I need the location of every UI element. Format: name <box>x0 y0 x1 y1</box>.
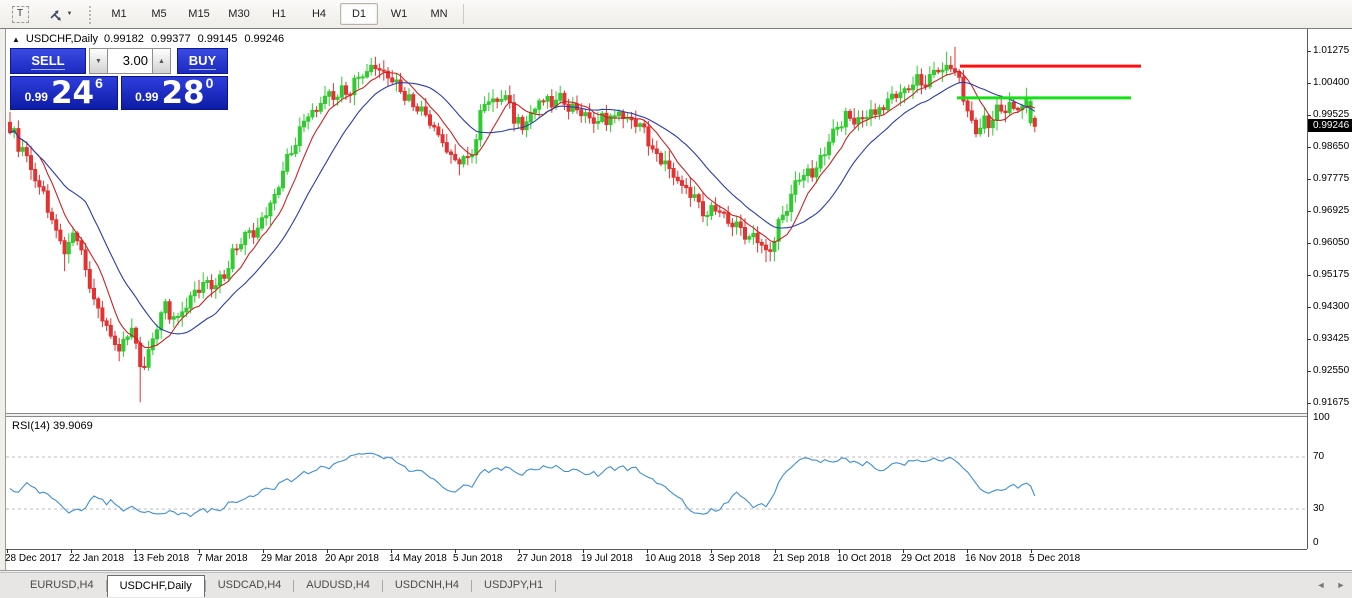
mt4-window: T ▼ M1M5M15M30H1H4D1W1MN ▲ USDCHF,Daily … <box>0 0 1352 598</box>
date-label: 10 Oct 2018 <box>837 553 891 564</box>
date-label: 27 Jun 2018 <box>517 553 572 564</box>
price-axis-label: 1.01275 <box>1313 45 1349 56</box>
tab-audusd[interactable]: AUDUSD,H4 <box>294 576 382 595</box>
date-label: 10 Aug 2018 <box>645 553 701 564</box>
rsi-canvas[interactable] <box>6 417 1307 549</box>
price-axis-label: 0.93425 <box>1313 333 1349 344</box>
timeframe-button-mn[interactable]: MN <box>420 3 458 25</box>
tab-scroll-left-button[interactable]: ◄ <box>1314 580 1328 590</box>
rsi-level-label: 100 <box>1313 412 1330 423</box>
price-tick <box>1307 83 1311 84</box>
timeframe-button-m5[interactable]: M5 <box>140 3 178 25</box>
tab-usdchf[interactable]: USDCHF,Daily <box>107 575 205 597</box>
price-tick <box>1307 243 1311 244</box>
chart-tab-bar: EURUSD,H4USDCHF,DailyUSDCAD,H4AUDUSD,H4U… <box>0 572 1352 598</box>
price-axis-label: 1.00400 <box>1313 77 1349 88</box>
price-tick <box>1307 147 1311 148</box>
price-tick <box>1307 275 1311 276</box>
tab-usdjpy[interactable]: USDJPY,H1 <box>472 576 555 595</box>
date-label: 3 Sep 2018 <box>709 553 760 564</box>
current-price-label: 0.99246 <box>1308 119 1352 132</box>
rsi-level-label: 30 <box>1313 503 1324 514</box>
price-axis-label: 0.94300 <box>1313 301 1349 312</box>
date-label: 20 Apr 2018 <box>325 553 379 564</box>
date-label: 7 Mar 2018 <box>197 553 248 564</box>
rsi-level-label: 0 <box>1313 537 1319 548</box>
timeframe-button-d1[interactable]: D1 <box>340 3 378 25</box>
date-label: 28 Dec 2017 <box>5 553 62 564</box>
chart-tabs: EURUSD,H4USDCHF,DailyUSDCAD,H4AUDUSD,H4U… <box>18 573 556 597</box>
text-tool-icon: T <box>12 6 29 23</box>
bear-candles <box>9 47 1037 403</box>
tab-usdcnh[interactable]: USDCNH,H4 <box>383 576 471 595</box>
price-axis-label: 0.91675 <box>1313 397 1349 408</box>
text-tool-button[interactable]: T <box>1 3 39 25</box>
rsi-line <box>10 453 1035 516</box>
tab-scroll-right-button[interactable]: ► <box>1334 580 1348 590</box>
toolbar: T ▼ M1M5M15M30H1H4D1W1MN <box>0 0 1352 29</box>
tab-divider <box>555 580 556 592</box>
chevron-down-icon: ▼ <box>67 11 73 17</box>
timeframe-button-h1[interactable]: H1 <box>260 3 298 25</box>
price-axis-label: 0.97775 <box>1313 173 1349 184</box>
price-axis-label: 0.92550 <box>1313 365 1349 376</box>
price-axis-label: 0.96925 <box>1313 205 1349 216</box>
price-tick <box>1307 371 1311 372</box>
date-label: 13 Feb 2018 <box>133 553 189 564</box>
date-label: 29 Mar 2018 <box>261 553 317 564</box>
price-tick <box>1307 51 1311 52</box>
date-label: 14 May 2018 <box>389 553 447 564</box>
date-label: 29 Oct 2018 <box>901 553 955 564</box>
date-label: 22 Jan 2018 <box>69 553 124 564</box>
price-axis-border <box>1307 29 1308 549</box>
date-label: 16 Nov 2018 <box>965 553 1022 564</box>
toolbar-separator <box>463 4 464 24</box>
price-tick <box>1307 115 1311 116</box>
date-label: 21 Sep 2018 <box>773 553 830 564</box>
price-tick <box>1307 179 1311 180</box>
timeframe-button-m15[interactable]: M15 <box>180 3 218 25</box>
date-label: 5 Dec 2018 <box>1029 553 1080 564</box>
date-label: 5 Jun 2018 <box>453 553 503 564</box>
panel-splitter-line <box>6 413 1307 414</box>
timeframe-button-h4[interactable]: H4 <box>300 3 338 25</box>
rsi-level-label: 70 <box>1313 451 1324 462</box>
timeframe-group: M1M5M15M30H1H4D1W1MN <box>99 3 459 25</box>
price-tick <box>1307 339 1311 340</box>
arrows-icon <box>48 7 63 22</box>
arrows-tool-button[interactable]: ▼ <box>41 3 79 25</box>
date-label: 19 Jul 2018 <box>581 553 633 564</box>
price-tick <box>1307 307 1311 308</box>
price-tick <box>1307 403 1311 404</box>
tab-eurusd[interactable]: EURUSD,H4 <box>18 576 106 595</box>
timeframe-button-w1[interactable]: W1 <box>380 3 418 25</box>
time-axis-border <box>6 549 1307 550</box>
timeframe-button-m30[interactable]: M30 <box>220 3 258 25</box>
timeframe-button-m1[interactable]: M1 <box>100 3 138 25</box>
window-bottom-border <box>0 570 1352 571</box>
rsi-indicator-label: RSI(14) 39.9069 <box>12 420 93 432</box>
main-chart-canvas[interactable] <box>6 29 1307 414</box>
bull-candles <box>13 52 1032 371</box>
price-axis-label: 0.96050 <box>1313 237 1349 248</box>
price-tick <box>1307 211 1311 212</box>
price-axis-label: 0.95175 <box>1313 269 1349 280</box>
price-axis-label: 0.98650 <box>1313 141 1349 152</box>
tab-usdcad[interactable]: USDCAD,H4 <box>206 576 294 595</box>
toolbar-grip[interactable] <box>88 4 93 24</box>
